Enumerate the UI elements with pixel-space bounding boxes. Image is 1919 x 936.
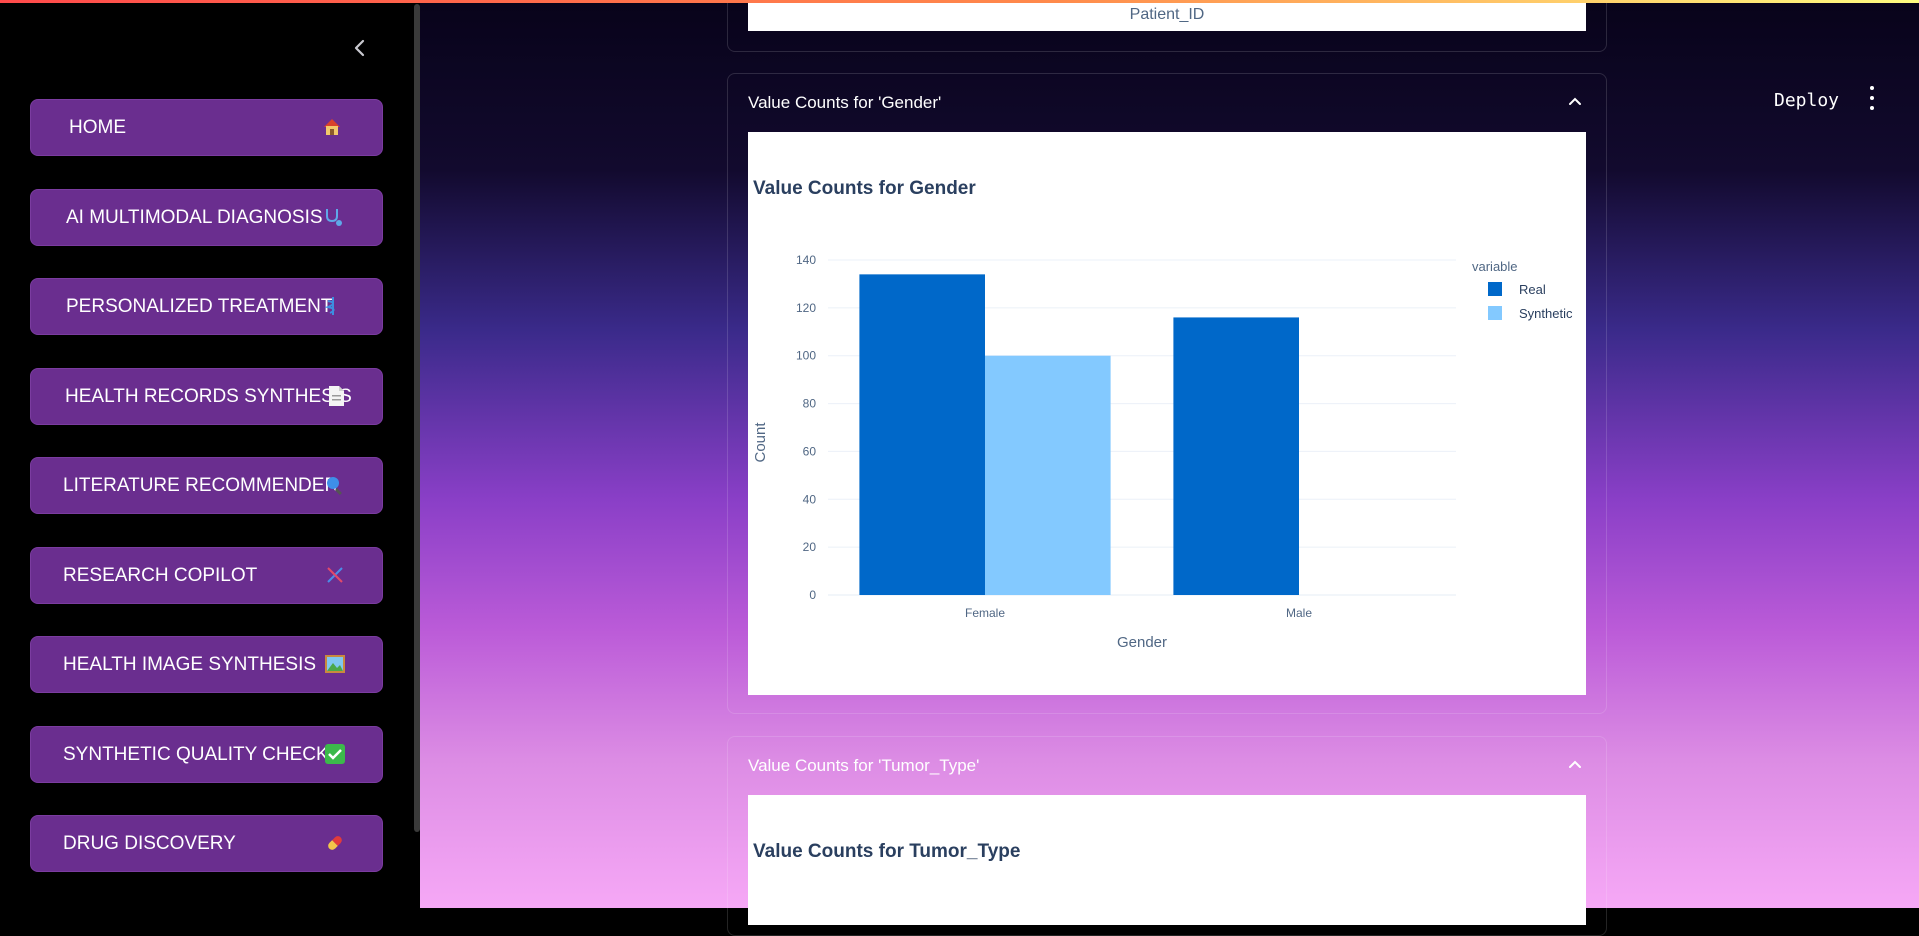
nav-button-personalized-treatment[interactable]: PERSONALIZED TREATMENT (30, 278, 383, 335)
previous-chart-panel: Patient_ID (748, 1, 1586, 31)
x-tick-label: Male (1286, 606, 1312, 620)
chevron-up-icon[interactable] (1566, 92, 1584, 110)
chart-title: Value Counts for Gender (753, 178, 976, 199)
chevron-up-icon[interactable] (1566, 755, 1584, 773)
previous-x-axis-label: Patient_ID (1129, 6, 1205, 23)
document-icon (324, 384, 348, 408)
expander-header[interactable]: Value Counts for 'Tumor_Type' (748, 756, 980, 775)
sidebar: HOME AI MULTIMODAL DIAGNOSIS PERSONALIZE… (0, 0, 420, 908)
bar-real-female (859, 274, 985, 595)
y-tick-label: 0 (809, 588, 816, 602)
medical-symbol-icon (321, 294, 345, 318)
deploy-button[interactable]: Deploy (1774, 90, 1840, 111)
bar-synthetic-female (985, 355, 1111, 595)
nav-button-drug-discovery[interactable]: DRUG DISCOVERY (30, 815, 383, 872)
tumor-type-expander: Value Counts for 'Tumor_Type' Value Coun… (727, 736, 1607, 936)
nav-button-home[interactable]: HOME (30, 99, 383, 156)
y-tick-label: 100 (796, 349, 816, 363)
nav-button-health-image-synthesis[interactable]: HEALTH IMAGE SYNTHESIS (30, 636, 383, 693)
chart-title: Value Counts for Tumor_Type (753, 841, 1021, 862)
nav-label: DRUG DISCOVERY (63, 833, 236, 854)
y-tick-label: 40 (803, 492, 817, 506)
chevron-left-icon (354, 39, 365, 57)
legend-title: variable (1472, 259, 1518, 274)
nav-button-literature-recommender[interactable]: LITERATURE RECOMMENDER (30, 457, 383, 514)
nav-label: PERSONALIZED TREATMENT (66, 296, 333, 317)
sidebar-scrollbar[interactable] (414, 4, 420, 832)
gender-chart-panel: Value Counts for Gender 0 20 40 60 80 100 120 1… (748, 132, 1586, 695)
legend-swatch-real (1488, 282, 1502, 296)
nav-label: HOME (69, 117, 126, 138)
x-axis-title: Gender (1117, 634, 1167, 651)
y-tick-label: 60 (803, 444, 817, 458)
nav-button-research-copilot[interactable]: RESEARCH COPILOT (30, 547, 383, 604)
house-icon (320, 115, 344, 139)
y-tick-label: 20 (803, 540, 817, 554)
dna-icon (323, 563, 347, 587)
nav-label: SYNTHETIC QUALITY CHECK (63, 744, 329, 765)
y-tick-label: 80 (803, 397, 817, 411)
nav-label: HEALTH RECORDS SYNTHESIS (65, 386, 352, 407)
stethoscope-icon (321, 205, 345, 229)
top-decoration-strip (0, 0, 1919, 3)
gender-bar-chart: 0 20 40 60 80 100 120 140 Female Male Gender Count v… (752, 253, 1573, 651)
nav-button-ai-multimodal-diagnosis[interactable]: AI MULTIMODAL DIAGNOSIS (30, 189, 383, 246)
legend-swatch-synthetic (1488, 306, 1502, 320)
legend-label: Synthetic (1519, 306, 1573, 321)
nav-label: LITERATURE RECOMMENDER (63, 475, 339, 496)
framed-picture-icon (323, 652, 347, 676)
pill-icon (323, 831, 347, 855)
bar-real-male (1173, 317, 1299, 595)
x-tick-label: Female (965, 606, 1005, 620)
legend-label: Real (1519, 282, 1546, 297)
nav-button-health-records-synthesis[interactable]: HEALTH RECORDS SYNTHESIS (30, 368, 383, 425)
expander-header[interactable]: Value Counts for 'Gender' (748, 93, 942, 112)
previous-expander: Patient_ID (727, 0, 1607, 52)
kebab-menu-icon[interactable] (1862, 86, 1882, 110)
nav-label: HEALTH IMAGE SYNTHESIS (63, 654, 317, 675)
nav-button-synthetic-quality-check[interactable]: SYNTHETIC QUALITY CHECK (30, 726, 383, 783)
y-tick-label: 120 (796, 301, 816, 315)
check-mark-icon (323, 742, 347, 766)
magnifier-icon (323, 473, 347, 497)
collapse-sidebar-button[interactable] (346, 34, 374, 62)
y-axis-title: Count (752, 422, 769, 463)
gender-expander: Value Counts for 'Gender' Value Counts f… (727, 73, 1607, 714)
tumor-type-chart-panel: Value Counts for Tumor_Type (748, 795, 1586, 925)
y-tick-label: 140 (796, 253, 816, 267)
nav-label: RESEARCH COPILOT (63, 565, 258, 586)
nav-label: AI MULTIMODAL DIAGNOSIS (66, 207, 323, 228)
